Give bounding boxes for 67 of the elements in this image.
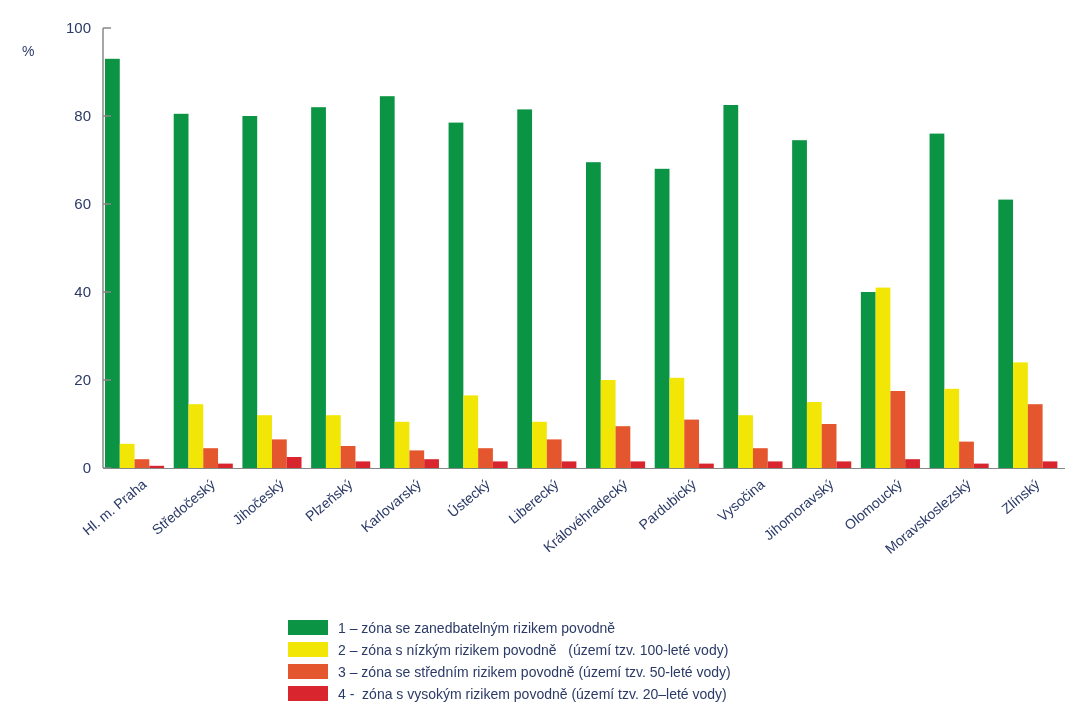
bar — [325, 415, 341, 468]
bar — [699, 463, 714, 468]
legend-label: 4 - zóna s vysokým rizikem povodně (území tzv. 20–leté vody) — [338, 685, 727, 702]
bar — [105, 58, 120, 468]
bar — [561, 461, 577, 468]
bar — [836, 461, 852, 468]
y-axis-title: % — [22, 43, 35, 59]
bar — [998, 199, 1014, 468]
bar — [890, 391, 906, 468]
y-tick-label: 20 — [74, 371, 91, 389]
bar — [723, 105, 739, 468]
bar — [463, 395, 479, 468]
bar — [875, 287, 891, 468]
y-tick-label: 100 — [65, 19, 91, 37]
bar — [409, 450, 425, 468]
bar — [1027, 404, 1043, 468]
bar — [394, 421, 410, 468]
y-tick-label: 80 — [74, 107, 91, 125]
bar — [149, 465, 165, 468]
bar — [959, 441, 974, 468]
bar — [684, 419, 700, 468]
bar — [134, 459, 150, 468]
bar — [424, 459, 439, 468]
bar — [448, 122, 464, 468]
bar — [792, 140, 807, 468]
bar — [669, 377, 685, 468]
bar — [630, 461, 646, 468]
y-tick-label: 60 — [74, 195, 91, 213]
bar — [1042, 461, 1058, 468]
bar — [242, 116, 258, 468]
bar — [173, 113, 189, 468]
bar — [821, 424, 837, 468]
bar — [905, 459, 920, 468]
legend-label: 2 – zóna s nízkým rizikem povodně (území tzv. 100-leté vody) — [338, 641, 729, 658]
y-tick-label: 40 — [74, 283, 91, 301]
bar — [532, 421, 547, 468]
bar — [119, 443, 135, 468]
bar — [379, 96, 395, 468]
y-tick-label: 0 — [82, 459, 91, 477]
bar — [615, 426, 631, 468]
bar — [340, 446, 356, 468]
bar — [311, 107, 326, 468]
bar — [944, 388, 960, 468]
bar — [654, 168, 670, 468]
bar — [806, 402, 822, 468]
legend-label: 3 – zóna se středním rizikem povodně (území tzv. 50-leté vody) — [338, 663, 731, 680]
legend-label: 1 – zóna se zanedbatelným rizikem povodně — [338, 619, 616, 636]
bar — [517, 109, 533, 468]
bar — [767, 461, 783, 468]
bar — [973, 463, 989, 468]
bar — [600, 380, 616, 468]
bar — [188, 404, 204, 468]
bar — [586, 162, 601, 468]
bar — [1013, 362, 1028, 468]
bar — [546, 439, 562, 468]
bar — [286, 457, 302, 468]
bar — [492, 461, 508, 468]
bar — [355, 461, 371, 468]
bar — [860, 292, 876, 468]
bar — [929, 133, 945, 468]
bar — [203, 448, 219, 468]
bar — [478, 448, 493, 468]
bar — [271, 439, 287, 468]
bar — [218, 463, 233, 468]
bar — [752, 448, 768, 468]
bar — [738, 415, 753, 468]
bar — [257, 415, 272, 468]
